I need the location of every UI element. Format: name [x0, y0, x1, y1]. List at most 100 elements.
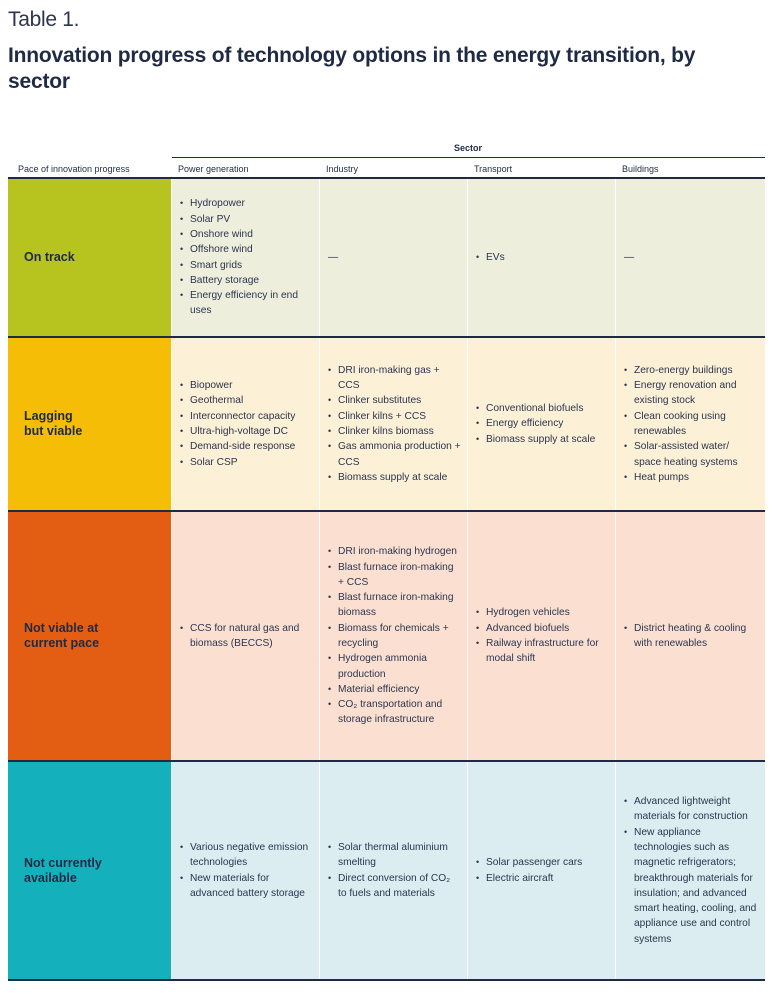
- list-item: Material efficiency: [328, 682, 461, 698]
- sector-label: Sector: [454, 143, 483, 153]
- list-item: Advanced lightweight materials for const…: [624, 794, 759, 825]
- pace-cell: Not viable at current pace: [8, 512, 171, 760]
- pace-cell: On track: [8, 179, 171, 336]
- table-row-on-track: On track HydropowerSolar PVOnshore windO…: [8, 179, 765, 336]
- header-pace: Pace of innovation progress: [18, 164, 130, 174]
- power-cell: BiopowerGeothermalInterconnector capacit…: [171, 338, 319, 510]
- row-rule: [8, 760, 765, 762]
- power-cell: Various negative emission technologiesNe…: [171, 762, 319, 979]
- list-item: Solar PV: [180, 212, 313, 228]
- pace-label: Not currently available: [24, 855, 102, 885]
- list-item: Biomass supply at scale: [328, 470, 461, 486]
- power-cell: HydropowerSolar PVOnshore windOffshore w…: [171, 179, 319, 336]
- list-item: Onshore wind: [180, 227, 313, 243]
- power-list: HydropowerSolar PVOnshore windOffshore w…: [180, 196, 313, 318]
- list-item: Biomass for chemicals + recycling: [328, 621, 461, 652]
- list-item: Blast furnace iron-making + CCS: [328, 560, 461, 591]
- industry-list: Solar thermal aluminium smeltingDirect c…: [328, 840, 461, 901]
- list-item: District heating & cooling with renewabl…: [624, 621, 759, 652]
- industry-cell: —: [319, 179, 467, 336]
- list-item: Railway infrastructure for modal shift: [476, 636, 609, 667]
- transport-cell: Solar passenger carsElectric aircraft: [467, 762, 615, 979]
- list-item: Hydrogen ammonia production: [328, 651, 461, 682]
- industry-cell: DRI iron-making gas + CCSClinker substit…: [319, 338, 467, 510]
- transport-list: Hydrogen vehiclesAdvanced biofuelsRailwa…: [476, 605, 609, 666]
- header-transport: Transport: [474, 164, 513, 174]
- power-list: CCS for natural gas and biomass (BECCS): [180, 621, 313, 652]
- pace-label: Lagging but viable: [24, 409, 83, 438]
- list-item: Energy efficiency in end uses: [180, 288, 313, 319]
- list-item: Solar-assisted water/ space heating syst…: [624, 439, 759, 470]
- list-item: Hydropower: [180, 196, 313, 212]
- list-item: Clean cooking using renewables: [624, 409, 759, 440]
- list-item: Offshore wind: [180, 242, 313, 258]
- list-item: Energy renovation and existing stock: [624, 378, 759, 409]
- list-item: Clinker kilns biomass: [328, 424, 461, 440]
- list-item: New materials for advanced battery stora…: [180, 871, 313, 902]
- list-item: Biomass supply at scale: [476, 432, 595, 448]
- sector-rule: [172, 157, 765, 158]
- list-item: Solar passenger cars: [476, 855, 582, 871]
- pace-label: On track: [24, 250, 75, 264]
- industry-list: DRI iron-making gas + CCSClinker substit…: [328, 363, 461, 486]
- pace-label: Not viable at current pace: [24, 621, 100, 650]
- buildings-list: Zero-energy buildingsEnergy renovation a…: [624, 363, 759, 486]
- transport-list: Solar passenger carsElectric aircraft: [476, 855, 582, 886]
- list-item: Interconnector capacity: [180, 409, 295, 425]
- buildings-list: District heating & cooling with renewabl…: [624, 621, 759, 652]
- industry-cell: Solar thermal aluminium smeltingDirect c…: [319, 762, 467, 979]
- header-power: Power generation: [178, 164, 249, 174]
- transport-cell: EVs: [467, 179, 615, 336]
- list-item: Zero-energy buildings: [624, 363, 759, 379]
- list-item: DRI iron-making gas + CCS: [328, 363, 461, 394]
- list-item: EVs: [476, 250, 505, 266]
- list-item: New appliance technologies such as magne…: [624, 825, 759, 947]
- list-item: Demand-side response: [180, 439, 295, 455]
- list-item: DRI iron-making hydrogen: [328, 544, 461, 560]
- table-row-not-viable: Not viable at current pace CCS for natur…: [8, 512, 765, 760]
- buildings-cell: Zero-energy buildingsEnergy renovation a…: [615, 338, 765, 510]
- list-item: Biopower: [180, 378, 295, 394]
- list-item: Blast furnace iron-making biomass: [328, 590, 461, 621]
- list-item: Energy efficiency: [476, 416, 595, 432]
- list-item: Clinker kilns + CCS: [328, 409, 461, 425]
- empty-dash: —: [624, 251, 635, 263]
- row-rule: [8, 510, 765, 512]
- table-label: Table 1.: [8, 8, 80, 31]
- list-item: Battery storage: [180, 273, 313, 289]
- transport-cell: Hydrogen vehiclesAdvanced biofuelsRailwa…: [467, 512, 615, 760]
- list-item: Solar CSP: [180, 455, 295, 471]
- buildings-cell: —: [615, 179, 765, 336]
- industry-cell: DRI iron-making hydrogenBlast furnace ir…: [319, 512, 467, 760]
- list-item: Various negative emission technologies: [180, 840, 313, 871]
- power-cell: CCS for natural gas and biomass (BECCS): [171, 512, 319, 760]
- list-item: Heat pumps: [624, 470, 759, 486]
- buildings-list: Advanced lightweight materials for const…: [624, 794, 759, 947]
- list-item: Clinker substitutes: [328, 393, 461, 409]
- list-item: Gas ammonia production + CCS: [328, 439, 461, 470]
- transport-list: Conventional biofuelsEnergy efficiencyBi…: [476, 401, 595, 447]
- list-item: Conventional biofuels: [476, 401, 595, 417]
- empty-dash: —: [328, 251, 339, 263]
- list-item: Geothermal: [180, 393, 295, 409]
- list-item: Direct conversion of CO₂ to fuels and ma…: [328, 871, 461, 902]
- pace-cell: Lagging but viable: [8, 338, 171, 510]
- table-row-lagging: Lagging but viable BiopowerGeothermalInt…: [8, 338, 765, 510]
- header-industry: Industry: [326, 164, 359, 174]
- table-title: Innovation progress of technology option…: [8, 44, 696, 93]
- header-rule: [8, 177, 765, 179]
- list-item: Ultra-high-voltage DC: [180, 424, 295, 440]
- list-item: Advanced biofuels: [476, 621, 609, 637]
- list-item: CO₂ transportation and storage infrastru…: [328, 697, 461, 728]
- pace-cell: Not currently available: [8, 762, 171, 979]
- power-list: Various negative emission technologiesNe…: [180, 840, 313, 901]
- list-item: Hydrogen vehicles: [476, 605, 609, 621]
- list-item: Electric aircraft: [476, 871, 582, 887]
- buildings-cell: Advanced lightweight materials for const…: [615, 762, 765, 979]
- transport-list: EVs: [476, 250, 505, 266]
- industry-list: DRI iron-making hydrogenBlast furnace ir…: [328, 544, 461, 728]
- row-rule: [8, 979, 765, 981]
- list-item: Smart grids: [180, 258, 313, 274]
- buildings-cell: District heating & cooling with renewabl…: [615, 512, 765, 760]
- list-item: Solar thermal aluminium smelting: [328, 840, 461, 871]
